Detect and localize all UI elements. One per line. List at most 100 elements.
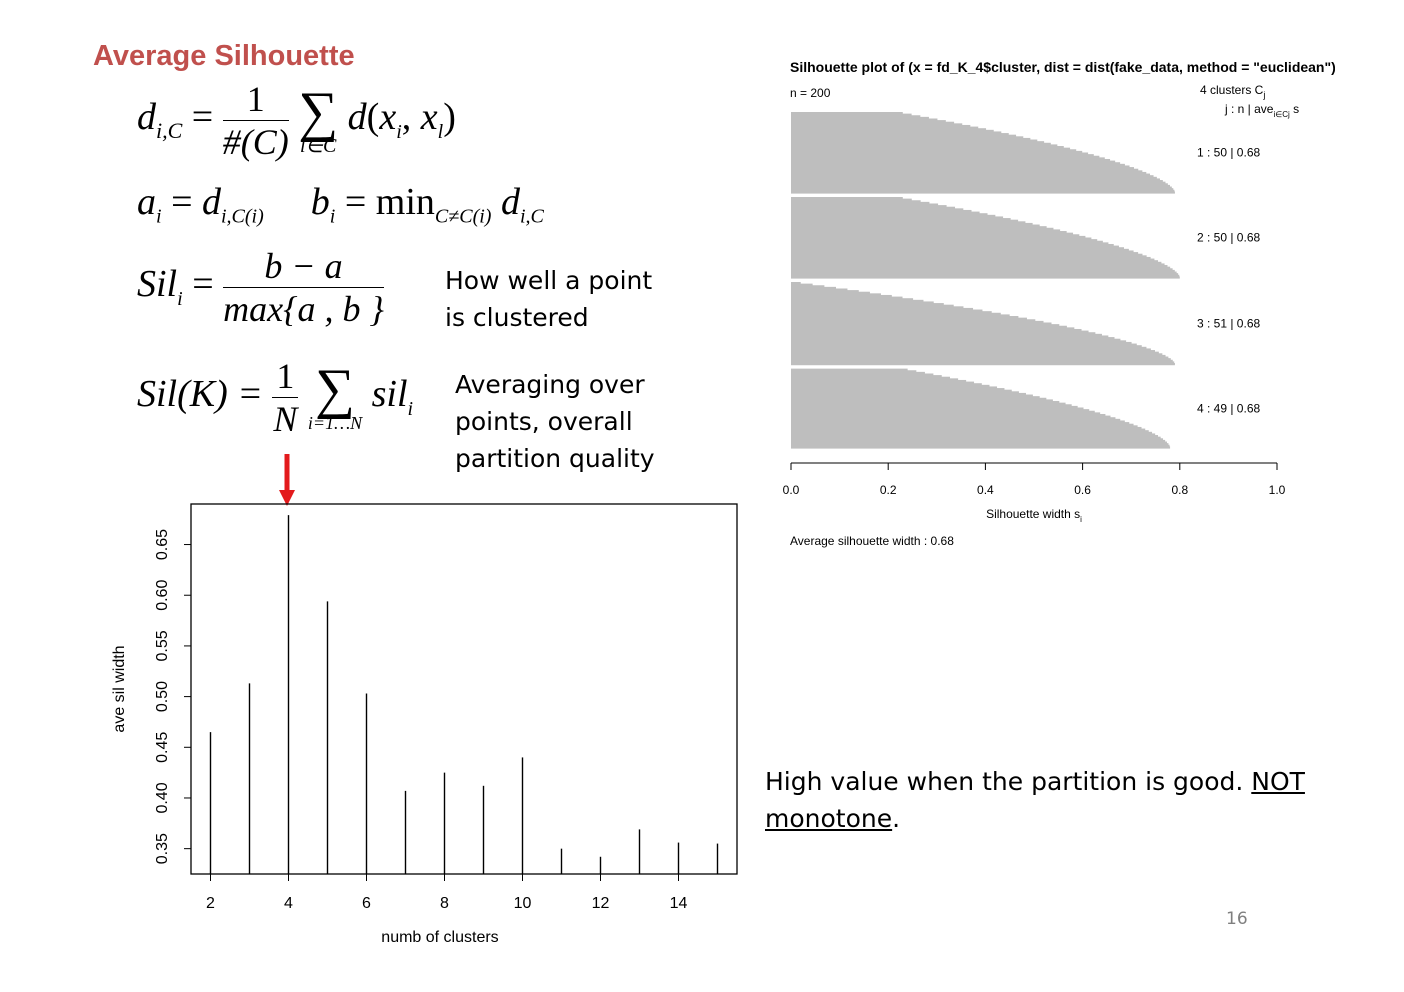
silhouette-bar [791,273,1179,276]
silhouette-bar [791,293,881,296]
x-axis-label: Silhouette width si [986,507,1082,524]
silhouette-bar [791,237,1092,240]
silhouette-bar [791,162,1121,165]
x-tick-label: 10 [514,895,532,912]
silhouette-bar [791,142,1051,145]
cluster-table-header: j : n | avei∈Cj s [1224,102,1299,119]
y-tick-label: 0.40 [154,782,171,813]
silhouette-bar [791,276,1180,279]
silhouette-bar [791,319,1036,322]
formula-a-b: ai = di,C(i) bi = minC≠C(i) di,C [137,181,544,228]
plot-title: Silhouette plot of (x = fd_K_4$cluster, … [790,59,1335,75]
silhouette-bar [791,260,1159,263]
silhouette-bar [791,149,1077,152]
silhouette-bar [791,312,1001,315]
silhouette-bar [791,232,1074,235]
silhouette-bar [791,431,1153,435]
silhouette-bar [791,208,964,211]
silhouette-bar [791,316,1019,319]
note-average: Averaging over points, overall partition q… [455,370,655,473]
silhouette-bar [791,189,1175,192]
clusters-sub: j [1262,90,1265,100]
silhouette-bar [791,350,1156,353]
silhouette-bar [791,348,1151,351]
y-tick-label: 0.65 [154,529,171,560]
silhouette-bar [791,235,1086,239]
silhouette-bar [791,320,1044,324]
silhouette-bar [791,152,1089,155]
silhouette-bar [791,158,1111,162]
silhouette-bar [791,183,1168,186]
silhouette-bar [791,412,1101,415]
silhouette-bar [791,200,921,203]
silhouette-bar [791,184,1170,188]
silhouette-bar [791,388,1005,391]
note-point: How well a point is clustered [445,266,653,332]
x-tick-label: 1.0 [1269,483,1286,497]
silhouette-bar [791,214,996,218]
silhouette-bar [791,229,1061,232]
silhouette-bar [791,167,1134,170]
silhouette-bar [791,268,1173,271]
silhouette-bar [791,154,1094,157]
silhouette-bar [791,371,925,375]
silhouette-bar [791,155,1100,158]
silhouette-bar [791,282,801,285]
silhouette-bar [791,409,1090,412]
silhouette-bar [791,176,1157,180]
silhouette-bar [791,322,1052,325]
silhouette-bar [791,394,1033,397]
silhouette-bar [791,243,1114,247]
silhouette-bar [791,221,1026,224]
silhouette-bar [791,198,912,201]
silhouette-bar [791,359,1173,362]
silhouette-bar [791,378,959,381]
average-width-label: Average silhouette width : 0.68 [790,534,954,548]
silhouette-bar [791,345,1142,348]
x-tick-label: 8 [440,895,449,912]
silhouette-bar [791,304,954,307]
header-s: s [1290,102,1299,116]
formula-distance: di,C = 1 #(C) ∑ l∈C d(xi, xl) [137,79,456,162]
silhouette-bar [791,375,942,378]
silhouette-bar [791,146,1064,149]
silhouette-bar [791,227,1054,230]
x-tick-label: 6 [362,895,371,912]
silhouette-plot: Silhouette plot of (x = fd_K_4$cluster, … [783,59,1335,548]
silhouette-bar [791,446,1171,449]
silhouette-bar [791,188,1174,191]
silhouette-bar [791,363,1175,366]
silhouette-bar [791,231,1067,234]
silhouette-bar [791,181,1166,184]
silhouette-bar [791,311,992,314]
silhouette-bar [791,425,1138,428]
silhouette-bar [791,438,1164,441]
silhouette-bar [791,256,1151,260]
silhouette-bar [791,296,903,299]
silhouette-bar [791,314,1010,317]
silhouette-bar [791,439,1166,443]
silhouette-bar [791,436,1161,439]
silhouette-bar [791,426,1142,430]
silhouette-bar [791,245,1119,248]
silhouette-bar [791,391,1019,394]
silhouette-bar [791,147,1071,150]
sil-width-chart: 2 4 6 8 10 12 14 0.35 0.40 0.45 0.50 0.55 0.60 0.65 nu… [111,503,738,946]
silhouette-bar [791,410,1095,413]
silhouette-bar [791,163,1125,167]
silhouette-bar [791,250,1134,253]
x-tick-label: 0.8 [1171,483,1188,497]
silhouette-bar [791,160,1116,163]
silhouette-bar [791,341,1132,345]
silhouette-bar [791,335,1109,338]
silhouette-bar [791,133,1009,136]
y-tick-label: 0.60 [154,580,171,611]
silhouette-bar [791,423,1134,426]
silhouette-bar [791,346,1147,350]
cluster-label-4: 4 : 49 | 0.68 [1197,401,1260,415]
silhouette-bar [791,240,1103,243]
silhouette-bar [791,397,1047,400]
silhouette-bar [791,115,921,118]
silhouette-bar [791,170,1143,173]
silhouette-bar [791,356,1169,359]
